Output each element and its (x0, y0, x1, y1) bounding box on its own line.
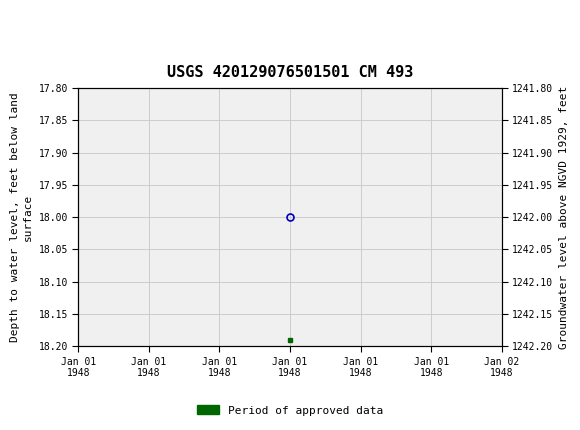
Text: ≡USGS: ≡USGS (12, 12, 82, 31)
Title: USGS 420129076501501 CM 493: USGS 420129076501501 CM 493 (167, 65, 413, 80)
Y-axis label: Groundwater level above NGVD 1929, feet: Groundwater level above NGVD 1929, feet (559, 86, 569, 349)
Y-axis label: Depth to water level, feet below land
surface: Depth to water level, feet below land su… (10, 92, 33, 342)
Legend: Period of approved data: Period of approved data (193, 401, 387, 420)
